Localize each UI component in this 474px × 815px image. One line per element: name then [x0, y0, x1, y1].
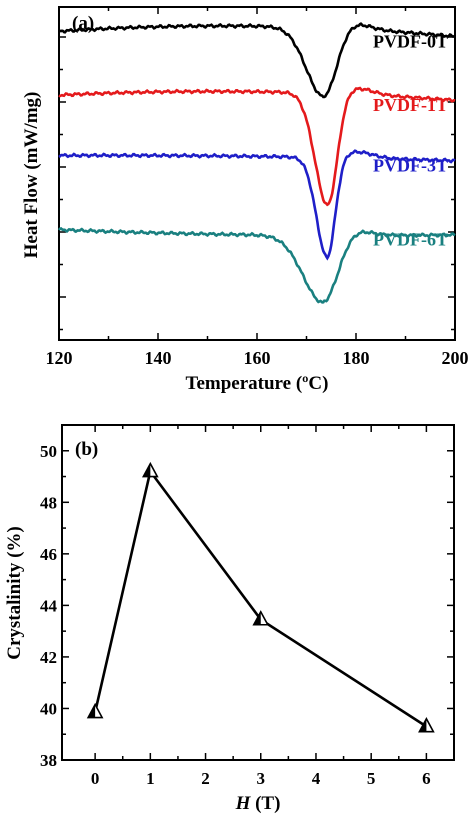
- x-axis-label-b: H (T): [235, 793, 281, 814]
- dsc-curve-pvdf-0t: [58, 22, 456, 99]
- series-label-pvdf-0t: PVDF-0T: [373, 31, 448, 51]
- panel-label-b: (b): [75, 439, 98, 460]
- data-point: [141, 461, 159, 478]
- dsc-curve-pvdf-6t: [57, 226, 456, 304]
- y-tick-label-b: 40: [40, 699, 57, 718]
- x-tick-label-b: 5: [367, 769, 376, 788]
- x-axis-label-a: Temperature (ºC): [186, 373, 329, 394]
- series-label-pvdf-3t: PVDF-3T: [373, 156, 448, 176]
- data-point: [252, 610, 270, 626]
- x-tick-label-b: 0: [91, 769, 100, 788]
- series-label-pvdf-1t: PVDF-1T: [373, 95, 448, 115]
- y-tick-label-b: 42: [40, 648, 57, 667]
- x-tick-label-a: 160: [244, 348, 271, 368]
- plot-frame-b: [61, 424, 455, 761]
- dsc-curve-pvdf-3t: [58, 149, 456, 261]
- x-tick-label-a: 180: [343, 348, 370, 368]
- x-tick-label-b: 6: [422, 769, 431, 788]
- crystallinity-line: [93, 468, 428, 728]
- y-tick-label-b: 46: [40, 545, 57, 564]
- y-tick-label-b: 44: [40, 596, 58, 615]
- dsc-chart: (a) 120 140 160 180 200 PVDF-0TPVDF-1TPVDF-3…: [21, 6, 469, 394]
- crystallinity-chart: (b) 0 1 2 3 4 5 6 38 40 42 44 46 48 50 H (T) Crystal…: [4, 424, 455, 814]
- data-point: [418, 717, 435, 733]
- y-axis-label-a: Heat Flow (mW/mg): [21, 92, 42, 259]
- x-tick-label-a: 120: [46, 348, 73, 368]
- series-label-pvdf-6t: PVDF-6T: [373, 230, 448, 250]
- y-tick-label-b: 48: [40, 493, 57, 512]
- y-tick-label-b: 38: [40, 751, 57, 770]
- dsc-curve-pvdf-1t: [58, 86, 456, 207]
- x-tick-label-b: 3: [257, 769, 266, 788]
- y-tick-label-b: 50: [40, 442, 57, 461]
- y-axis-label-b: Crystalinity (%): [4, 526, 25, 660]
- x-tick-label-a: 200: [442, 348, 469, 368]
- x-tick-label-a: 140: [145, 348, 172, 368]
- data-point: [86, 702, 104, 719]
- x-tick-label-b: 2: [201, 769, 210, 788]
- x-tick-label-b: 4: [312, 769, 321, 788]
- x-tick-label-b: 1: [146, 769, 155, 788]
